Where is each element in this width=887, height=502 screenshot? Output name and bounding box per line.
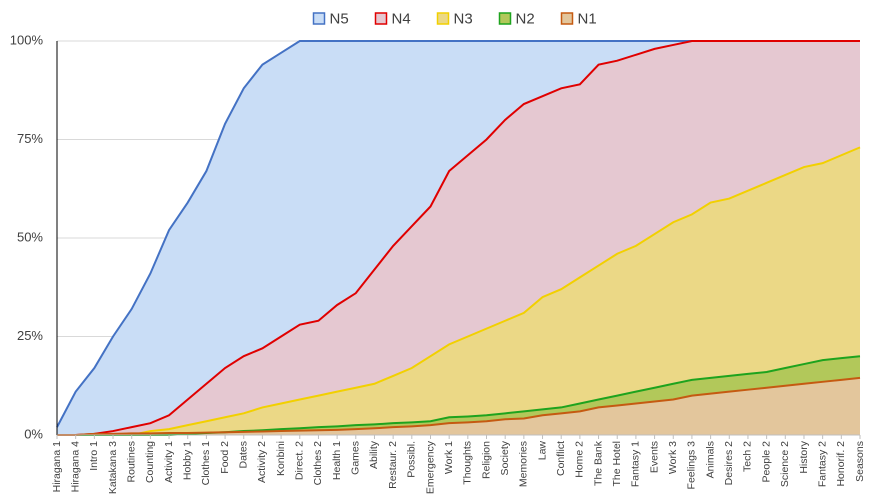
x-tick-label: Seasons xyxy=(854,441,866,482)
line xyxy=(57,376,861,436)
x-tick-label: People 2 xyxy=(760,441,772,483)
x-tick-label: Emergency xyxy=(424,440,436,494)
x-tick-label: The Bank xyxy=(592,440,604,486)
legend-label: N3 xyxy=(454,10,473,27)
x-tick-label: Thoughts xyxy=(462,441,474,485)
x-tick-label: Games xyxy=(350,441,362,475)
x-tick-label: Counting xyxy=(144,441,156,483)
line xyxy=(57,146,861,436)
x-tick-label: Work 1 xyxy=(443,441,455,474)
x-tick-label: Hobby 1 xyxy=(182,441,194,480)
x-tick-label: Animals xyxy=(704,441,716,478)
x-tick-label: Activity 1 xyxy=(163,441,175,483)
legend-swatch xyxy=(560,12,574,25)
x-tick-label: Clothes 2 xyxy=(312,441,324,486)
legend-label: N1 xyxy=(578,10,597,27)
legend-label: N5 xyxy=(330,10,349,27)
x-tick-label: Dates xyxy=(238,441,250,468)
x-tick-label: Society xyxy=(499,440,511,475)
x-tick-label: Direct. 2 xyxy=(294,441,306,480)
legend-swatch xyxy=(436,12,450,25)
x-tick-label: Hiragana 1 xyxy=(51,441,63,493)
x-tick-label: Conflict xyxy=(555,441,567,476)
x-tick-label: Memories xyxy=(518,441,530,487)
y-tick-label: 25% xyxy=(17,328,43,343)
legend-swatch xyxy=(374,12,388,25)
x-tick-label: Home 2 xyxy=(574,441,586,478)
y-tick-label: 100% xyxy=(10,32,44,47)
y-tick-label: 50% xyxy=(17,229,43,244)
x-tick-label: Hiragana 4 xyxy=(69,441,81,493)
x-tick-label: Fantasy 1 xyxy=(630,441,642,487)
y-tick-label: 75% xyxy=(17,131,43,146)
x-tick-label: Work 3 xyxy=(667,441,679,474)
x-tick-label: Ability xyxy=(368,440,380,469)
x-tick-label: Clothes 1 xyxy=(200,441,212,486)
x-tick-label: Possibl. xyxy=(406,441,418,478)
x-tick-label: Honorif. 2 xyxy=(835,441,847,487)
legend-swatch xyxy=(498,12,512,25)
x-tick-label: Activity 2 xyxy=(256,441,268,483)
x-tick-label: Science 2 xyxy=(779,441,791,487)
x-tick-label: Desires 2 xyxy=(723,441,735,486)
x-tick-label: Intro 1 xyxy=(88,441,100,471)
x-tick-label: Feelings 3 xyxy=(686,441,698,490)
x-tick-label: Katakana 3 xyxy=(107,441,119,494)
x-tick-label: Health 1 xyxy=(331,441,343,480)
legend-label: N2 xyxy=(516,10,535,27)
x-tick-label: The Hotel xyxy=(611,441,623,487)
x-tick-label: Religion xyxy=(480,441,492,479)
x-tick-label: Food 2 xyxy=(219,441,231,474)
legend-label: N4 xyxy=(392,10,411,27)
legend-swatch xyxy=(312,12,326,25)
x-tick-label: Restaur. 2 xyxy=(387,441,399,489)
x-tick-label: Fantasy 2 xyxy=(816,441,828,487)
x-tick-label: Events xyxy=(648,441,660,473)
x-tick-label: History xyxy=(798,440,810,473)
area xyxy=(57,147,860,435)
x-tick-label: Tech 2 xyxy=(742,441,754,472)
x-tick-label: Konbini xyxy=(275,441,287,476)
area xyxy=(57,377,860,435)
y-tick-label: 0% xyxy=(24,426,43,441)
line xyxy=(57,40,860,436)
x-tick-label: Law xyxy=(536,441,548,461)
x-tick-label: Routines xyxy=(125,441,137,482)
